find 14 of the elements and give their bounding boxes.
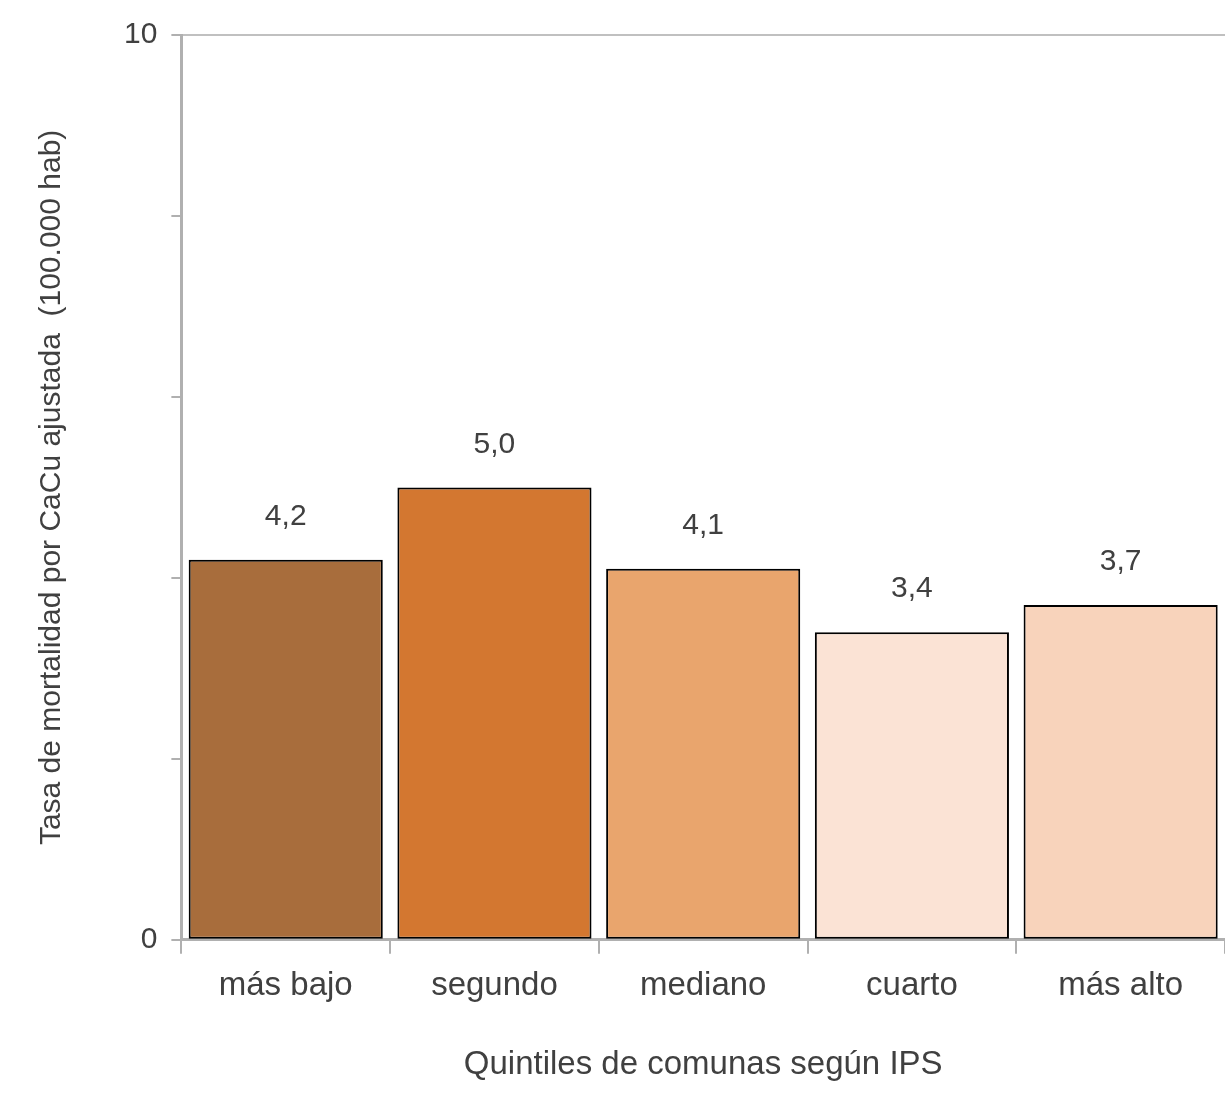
x-tick-label: más bajo <box>218 964 353 1002</box>
y-tick-label: 0 <box>140 921 158 955</box>
x-tick-label: más alto <box>1058 964 1183 1002</box>
y-axis-title: Tasa de mortalidad por CaCu ajustada (100.000 hab) <box>33 129 67 846</box>
y-tick-label: 10 <box>123 16 158 50</box>
data-label: 5,0 <box>473 425 516 459</box>
x-tick-label: segundo <box>431 964 558 1002</box>
x-tick-label: cuarto <box>866 964 958 1002</box>
x-tick-label: mediano <box>639 964 767 1002</box>
data-label: 3,7 <box>1099 543 1142 577</box>
data-label: 4,1 <box>682 507 725 541</box>
x-axis-title: Quintiles de comunas según IPS <box>463 1044 943 1082</box>
data-label: 3,4 <box>891 570 933 604</box>
data-label: 4,2 <box>264 498 307 532</box>
